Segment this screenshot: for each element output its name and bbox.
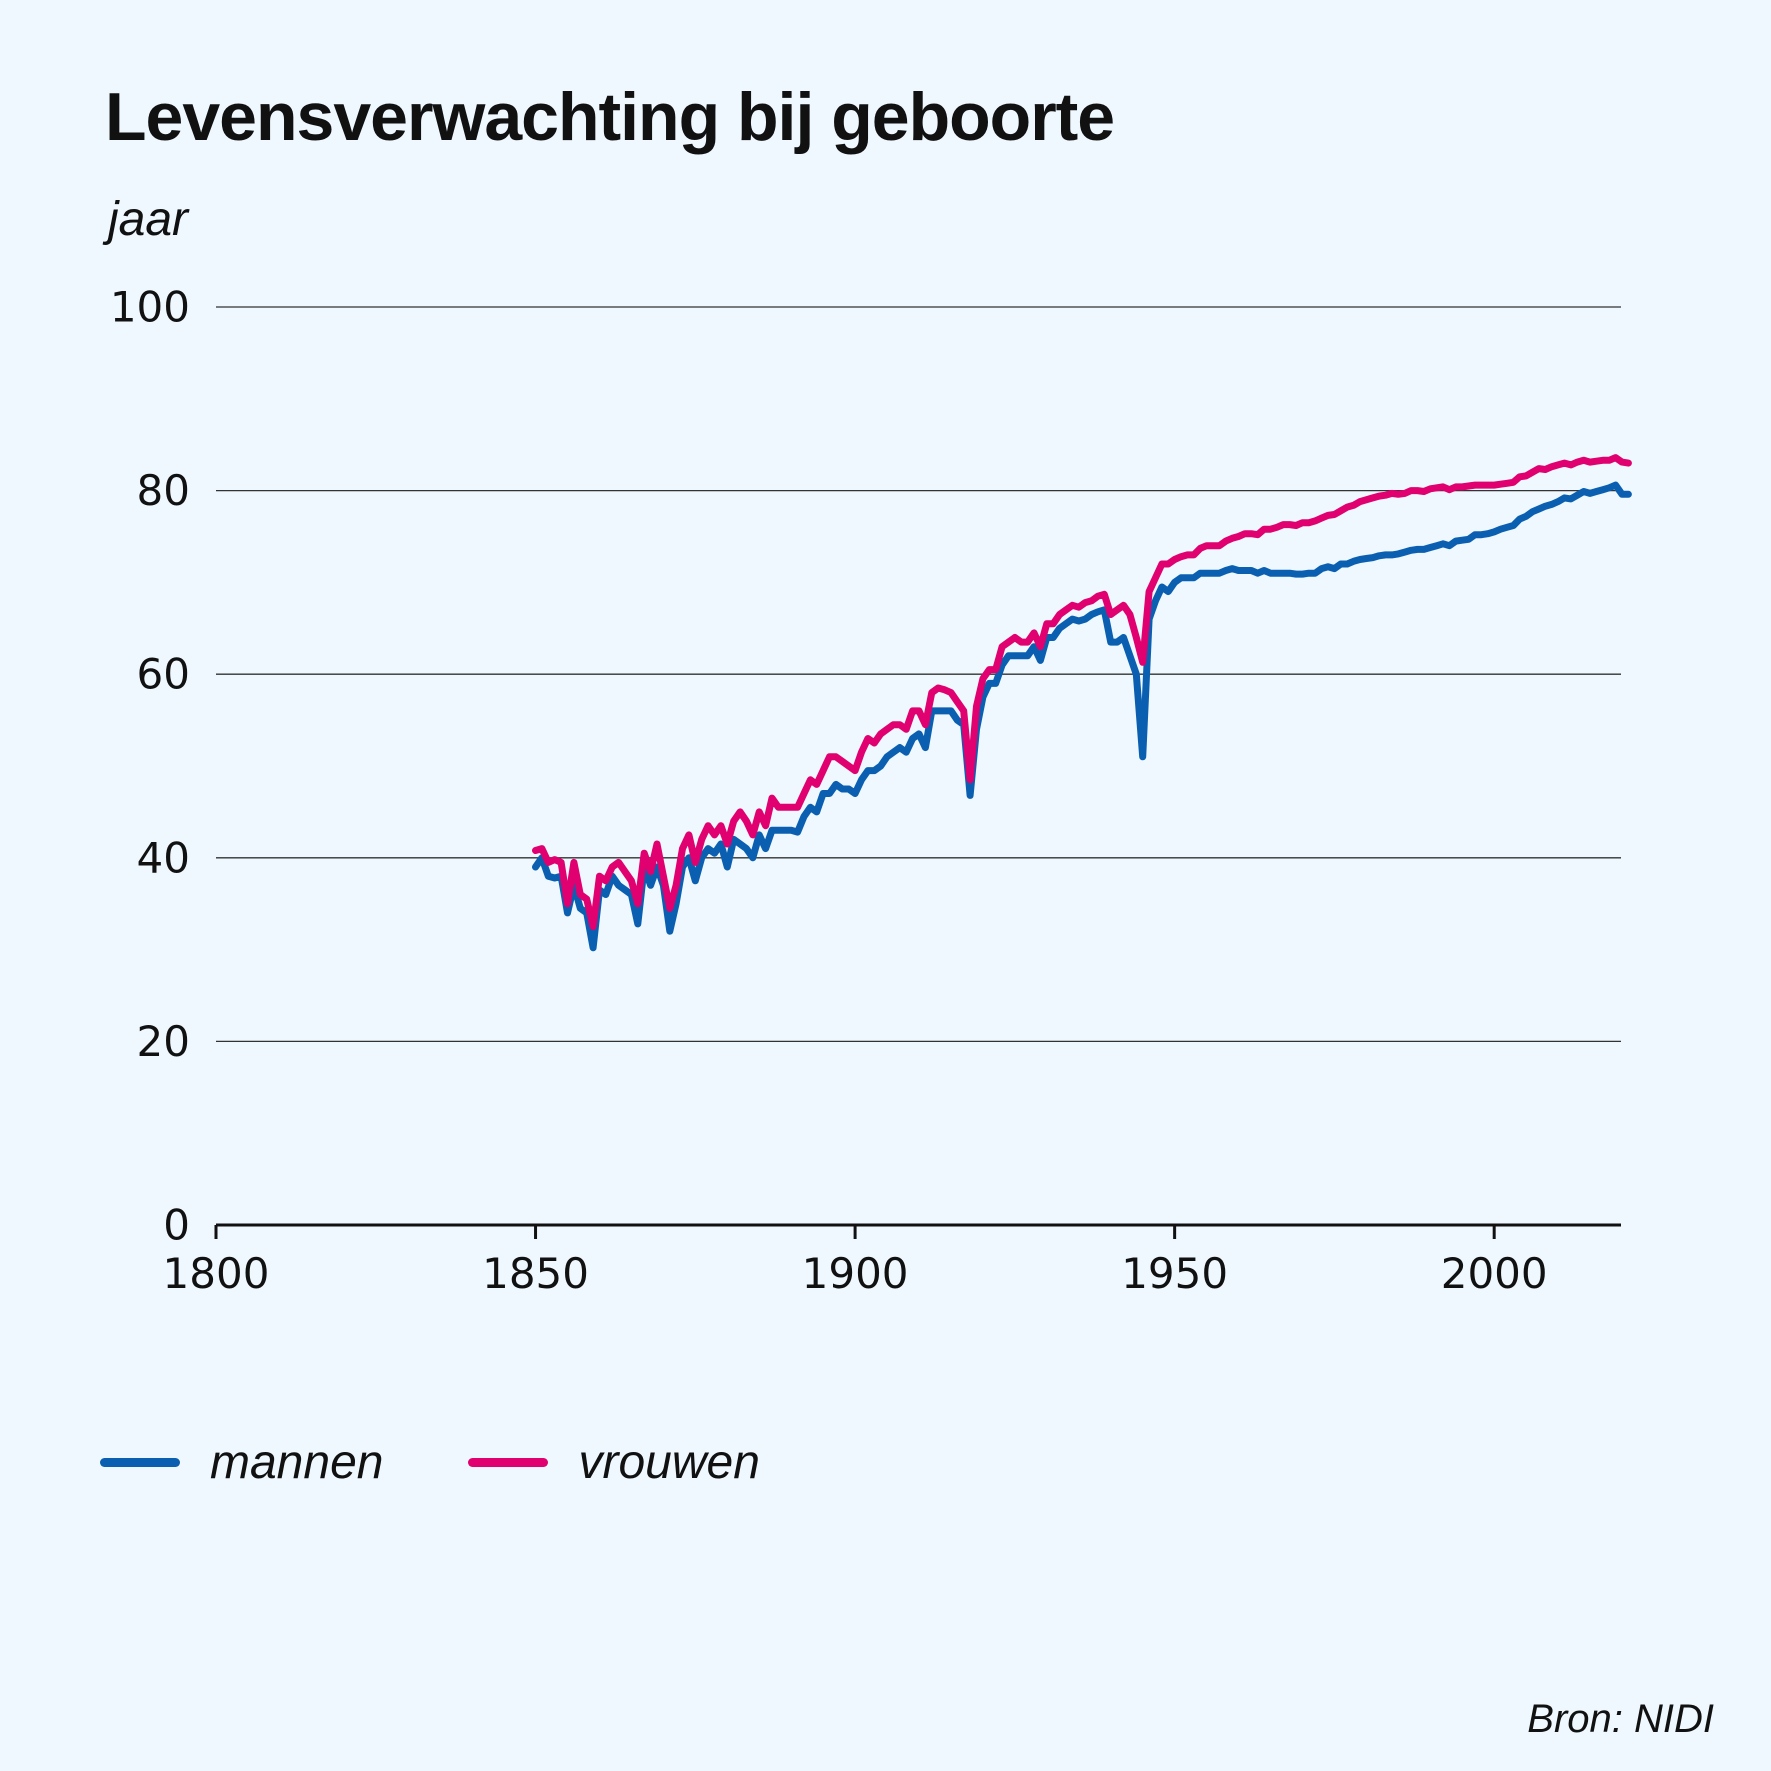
legend-item-vrouwen: vrouwen bbox=[468, 1435, 760, 1490]
legend-swatch-vrouwen bbox=[468, 1458, 549, 1467]
x-tick-label-1850: 1850 bbox=[482, 1249, 589, 1298]
chart-title: Levensverwachting bij geboorte bbox=[105, 79, 1115, 155]
y-tick-label-20: 20 bbox=[137, 1017, 190, 1066]
series-line-mannen bbox=[532, 481, 1632, 952]
x-tick-label-1950: 1950 bbox=[1121, 1249, 1228, 1298]
y-tick-label-80: 80 bbox=[137, 466, 190, 515]
y-axis-unit-label: jaar bbox=[108, 193, 189, 246]
legend-item-mannen: mannen bbox=[100, 1435, 383, 1490]
series-line-vrouwen bbox=[532, 454, 1632, 931]
y-tick-label-40: 40 bbox=[137, 833, 190, 882]
y-tick-label-100: 100 bbox=[110, 283, 190, 332]
y-tick-labels: 0 20 40 60 80 100 bbox=[110, 283, 190, 1250]
x-tick-label-1900: 1900 bbox=[802, 1249, 909, 1298]
gridlines bbox=[216, 306, 1621, 1227]
x-tick-label-1800: 1800 bbox=[163, 1249, 270, 1298]
source-note: Bron: NIDI bbox=[1527, 1697, 1714, 1741]
x-tick-label-2000: 2000 bbox=[1441, 1249, 1548, 1298]
legend-swatch-mannen bbox=[100, 1458, 180, 1467]
legend: mannen vrouwen bbox=[100, 1435, 845, 1490]
legend-label-mannen: mannen bbox=[210, 1436, 384, 1489]
y-tick-label-60: 60 bbox=[137, 650, 190, 699]
series-lines bbox=[532, 454, 1632, 952]
legend-label-vrouwen: vrouwen bbox=[578, 1436, 760, 1489]
y-tick-label-0: 0 bbox=[163, 1201, 190, 1250]
x-tick-labels: 1800 1850 1900 1950 2000 bbox=[163, 1225, 1548, 1298]
